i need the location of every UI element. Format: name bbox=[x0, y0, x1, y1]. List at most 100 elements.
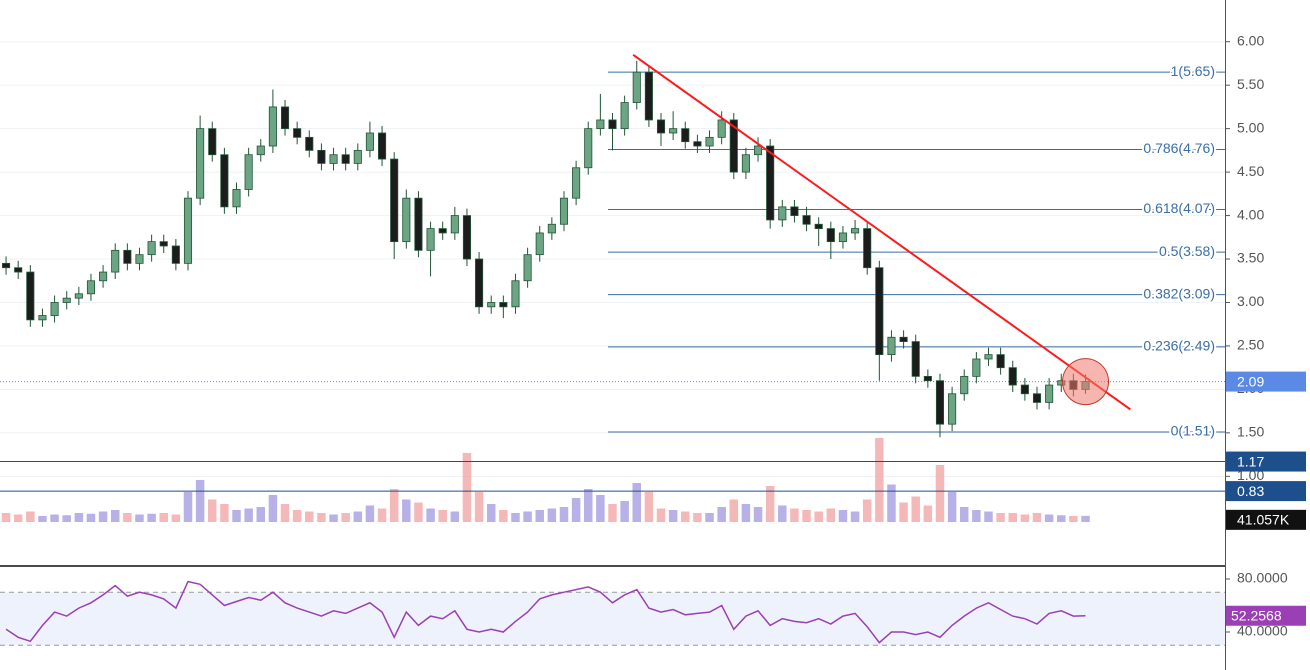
y-tick-label: 5.50 bbox=[1237, 76, 1264, 92]
candle-body bbox=[584, 128, 593, 169]
candle-body bbox=[426, 228, 435, 251]
candle-body bbox=[996, 354, 1005, 369]
candle-body bbox=[414, 197, 423, 251]
candle-body bbox=[38, 315, 47, 321]
volume-label-bg bbox=[1226, 509, 1306, 530]
volume-bar bbox=[790, 508, 799, 522]
candle-body bbox=[851, 228, 860, 234]
candle-body bbox=[305, 136, 314, 151]
candle-body bbox=[960, 375, 969, 395]
candle-body bbox=[669, 128, 678, 134]
candle-body bbox=[875, 267, 884, 356]
candle-body bbox=[208, 128, 217, 156]
volume-bar bbox=[632, 483, 642, 522]
volume-bar bbox=[1032, 513, 1042, 522]
volume-bar bbox=[1, 513, 11, 522]
volume-bar bbox=[693, 513, 702, 522]
candle-body bbox=[74, 293, 83, 299]
volume-bar bbox=[705, 513, 714, 522]
y-tick-label: 6.00 bbox=[1237, 32, 1264, 48]
candle-body bbox=[123, 249, 132, 264]
candle-body bbox=[535, 232, 544, 256]
volume-bar bbox=[183, 492, 193, 522]
volume-bar bbox=[681, 511, 690, 522]
candle-layer bbox=[2, 60, 1090, 438]
candle-body bbox=[62, 297, 71, 303]
candle-body bbox=[365, 132, 374, 151]
volume-bar bbox=[208, 499, 217, 522]
volume-bar bbox=[862, 499, 872, 522]
candle-body bbox=[438, 228, 447, 234]
candle-body bbox=[559, 197, 569, 225]
volume-bar bbox=[305, 511, 314, 522]
fib-level-label: 0(1.51) bbox=[1171, 423, 1215, 439]
volume-bar bbox=[935, 465, 945, 522]
volume-bar bbox=[1020, 514, 1030, 522]
volume-bar bbox=[171, 514, 181, 522]
candle-body bbox=[280, 106, 290, 130]
y-tick-label: 2.50 bbox=[1237, 337, 1264, 353]
candle-body bbox=[656, 119, 666, 134]
axis-background bbox=[1225, 0, 1310, 670]
volume-bar bbox=[62, 515, 71, 522]
horizontal-line-label-bg bbox=[1226, 481, 1306, 502]
volume-bar bbox=[959, 507, 969, 522]
candle-body bbox=[2, 262, 11, 269]
candle-body bbox=[681, 128, 690, 143]
volume-bar bbox=[778, 505, 787, 522]
candle-body bbox=[147, 241, 156, 256]
candle-body bbox=[317, 149, 326, 164]
candle-body bbox=[462, 215, 471, 260]
volume-bar bbox=[474, 492, 484, 522]
rsi-layer bbox=[0, 580, 1225, 646]
volume-bar bbox=[110, 510, 120, 522]
volume-bar bbox=[244, 508, 253, 522]
volume-bar bbox=[608, 504, 617, 522]
last-price-label: 2.09 bbox=[1237, 373, 1264, 389]
volume-bar bbox=[389, 489, 399, 522]
fib-level-label: 0.382(3.09) bbox=[1143, 285, 1215, 301]
volume-bar bbox=[74, 513, 84, 522]
candle-body bbox=[99, 271, 108, 282]
candle-body bbox=[511, 280, 520, 308]
candle-body bbox=[899, 336, 908, 342]
candle-body bbox=[523, 254, 532, 282]
candle-body bbox=[826, 228, 835, 243]
annotation-layer: 1(5.65) 0.786(4.76) 0.618(4.07) 0.5(3.58) 0.… bbox=[632, 53, 1217, 441]
candle-body bbox=[450, 215, 459, 234]
y-tick-label: 3.00 bbox=[1237, 293, 1264, 309]
last-price-label-bg bbox=[1226, 371, 1306, 392]
rsi-last-label-bg bbox=[1226, 605, 1306, 626]
candle-body bbox=[159, 241, 168, 247]
candle-body bbox=[741, 154, 750, 173]
axis-layer: 1.001.502.002.503.003.504.004.505.005.50… bbox=[1225, 32, 1306, 639]
candle-body bbox=[911, 341, 920, 377]
volume-bar bbox=[850, 511, 860, 522]
volume-bar bbox=[414, 502, 423, 522]
volume-bar bbox=[802, 510, 811, 522]
volume-bar bbox=[547, 508, 557, 522]
candle-body bbox=[717, 119, 726, 138]
volume-bar bbox=[765, 486, 775, 522]
volume-bar bbox=[717, 507, 726, 522]
candle-body bbox=[183, 197, 193, 264]
candle-body bbox=[790, 206, 799, 216]
volume-bar bbox=[26, 511, 35, 522]
volume-bar bbox=[86, 513, 96, 522]
candle-body bbox=[341, 154, 350, 164]
candle-body bbox=[353, 149, 362, 164]
volume-bar bbox=[923, 505, 933, 522]
candle-body bbox=[814, 223, 823, 230]
horizontal-line-label: 0.83 bbox=[1237, 483, 1264, 499]
candle-body bbox=[475, 258, 484, 308]
volume-bar bbox=[486, 504, 496, 522]
rsi-last-label: 52.2568 bbox=[1231, 607, 1282, 623]
candle-body bbox=[244, 154, 253, 190]
candle-body bbox=[1020, 384, 1029, 395]
volume-bar bbox=[13, 514, 23, 522]
fib-level-label: 0.618(4.07) bbox=[1143, 200, 1215, 216]
candle-body bbox=[1032, 393, 1042, 403]
volume-bar bbox=[996, 513, 1005, 522]
candle-body bbox=[972, 358, 981, 377]
